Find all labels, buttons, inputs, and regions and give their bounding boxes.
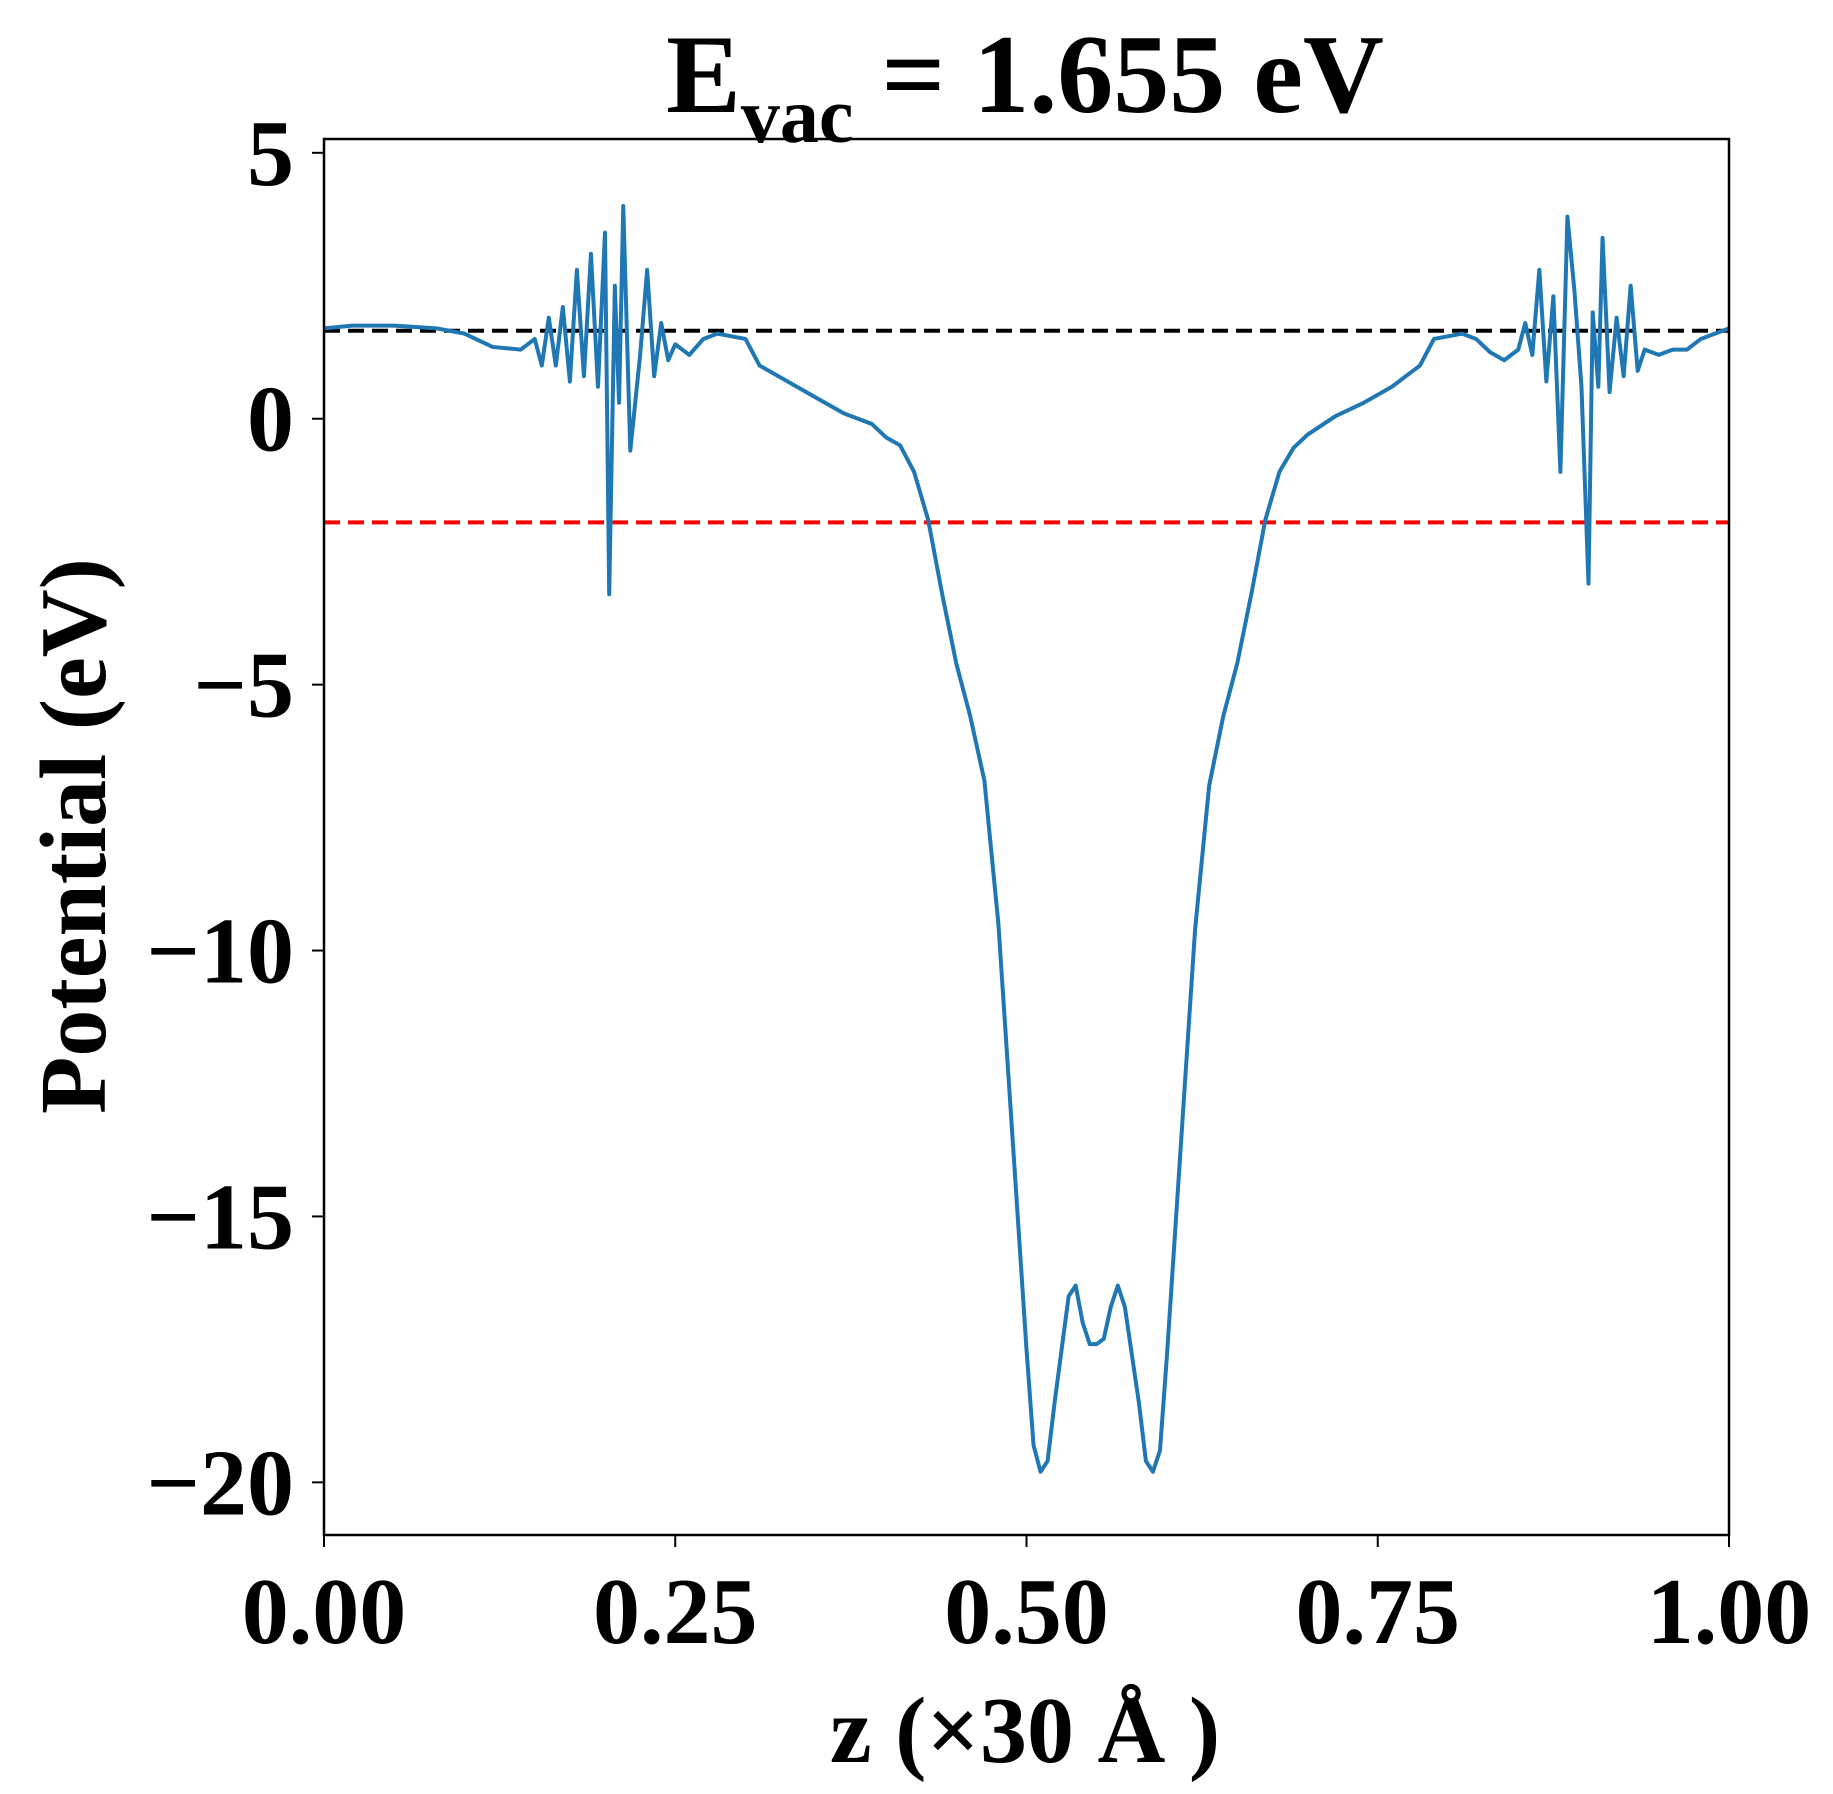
title-sub: vac — [741, 72, 854, 159]
x-tick-label: 0.50 — [944, 1560, 1109, 1664]
y-tick-label: 5 — [247, 102, 294, 206]
line-series — [323, 204, 1730, 1474]
x-axis-label: z (×30 Å ) — [830, 1679, 1220, 1783]
plot-frame — [322, 137, 1731, 1537]
title-rest: = 1.655 eV — [853, 13, 1383, 137]
y-tick-label: −10 — [146, 900, 294, 1004]
y-tick-label: −15 — [146, 1165, 294, 1269]
x-tick-label: 1.00 — [1647, 1560, 1812, 1664]
title-main: E — [666, 13, 741, 137]
x-tick-label: 0.00 — [242, 1560, 407, 1664]
y-tick-label: 0 — [247, 368, 294, 472]
y-tick-label: −20 — [146, 1431, 294, 1535]
x-tick-label: 0.75 — [1296, 1560, 1461, 1664]
y-axis-label: Potential (eV) — [22, 558, 126, 1114]
chart-title: Evac = 1.655 eV — [666, 13, 1384, 159]
x-tick-label: 0.25 — [593, 1560, 758, 1664]
y-tick-label: −5 — [193, 634, 294, 738]
